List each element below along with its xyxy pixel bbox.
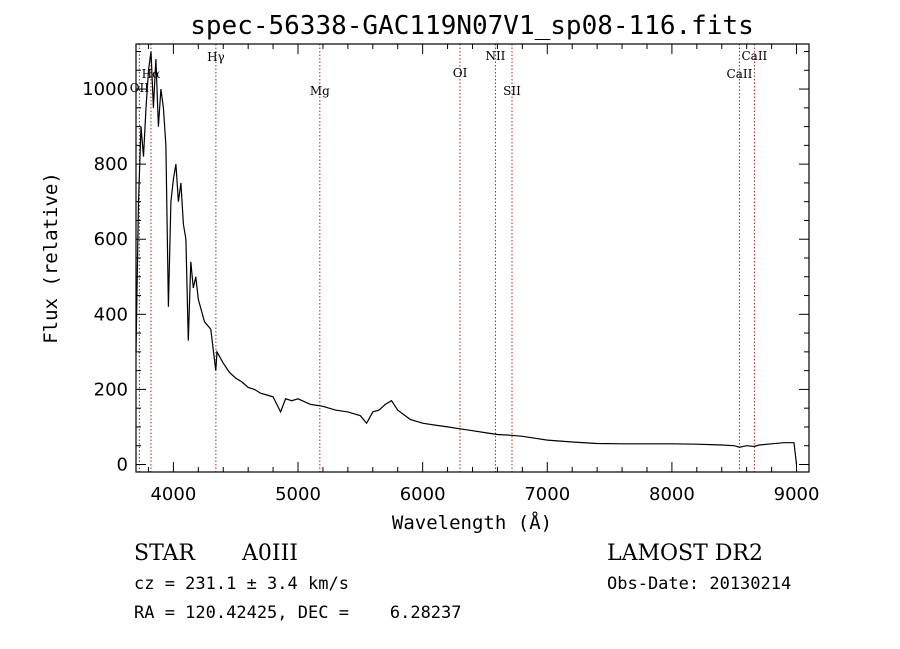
y-tick-label: 200: [94, 379, 128, 400]
y-tick-label: 1000: [82, 79, 128, 100]
y-tick-label: 400: [94, 304, 128, 325]
y-axis-label: Flux (relative): [40, 172, 62, 344]
spectral-line-label: OI: [453, 66, 468, 80]
spectral-line-label: OII: [130, 81, 150, 95]
spectral-line-label: SII: [503, 84, 521, 98]
y-axis-ticks: 0 200 400 600 800 1000: [82, 51, 809, 475]
x-tick-label: 5000: [275, 484, 321, 505]
observation-date: Obs-Date: 20130214: [607, 574, 791, 594]
y-tick-label: 0: [117, 454, 128, 475]
x-tick-label: 8000: [649, 484, 695, 505]
spectral-line-label: Hγ: [207, 50, 225, 64]
coordinates: RA = 120.42425, DEC = 6.28237: [134, 603, 462, 623]
x-tick-label: 7000: [524, 484, 570, 505]
spectrum-series-line: [135, 51, 798, 465]
spectral-line-label: Hα: [142, 67, 161, 81]
x-axis-label: Wavelength (Å): [392, 511, 552, 534]
x-tick-label: 6000: [400, 484, 446, 505]
object-type: STAR: [134, 541, 196, 566]
y-tick-label: 600: [94, 229, 128, 250]
survey-name: LAMOST DR2: [607, 541, 763, 566]
x-tick-label: 4000: [150, 484, 196, 505]
spectral-line-label: CaII: [741, 49, 767, 63]
spectral-subclass: A0III: [241, 541, 298, 566]
chart-title: spec-56338-GAC119N07V1_sp08-116.fits: [190, 11, 754, 41]
x-tick-label: 9000: [774, 484, 820, 505]
spectrum-info-footer: STAR A0III LAMOST DR2 cz = 231.1 ± 3.4 k…: [134, 541, 791, 623]
spectral-line-label: NII: [485, 49, 505, 63]
spectral-line-label: Mg: [310, 84, 330, 98]
y-tick-label: 800: [94, 154, 128, 175]
x-axis-ticks: 4000 5000 6000 7000 8000 9000: [147, 44, 820, 505]
redshift-value: cz = 231.1 ± 3.4 km/s: [134, 574, 349, 594]
spectral-line-label: CaII: [727, 67, 753, 81]
plot-frame: [135, 43, 810, 473]
